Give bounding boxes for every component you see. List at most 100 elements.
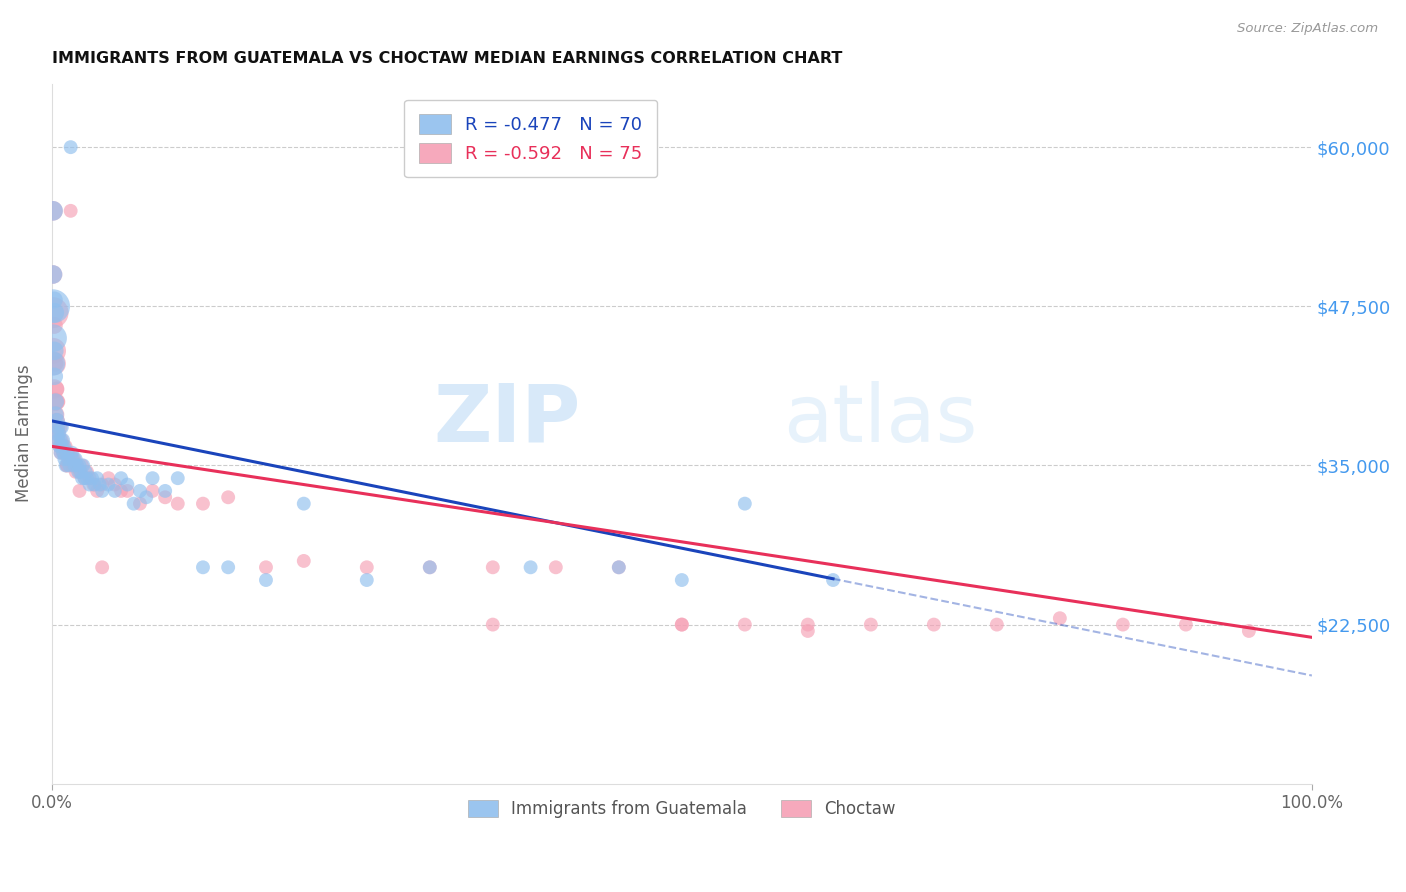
Point bbox=[46, 433, 69, 447]
Point bbox=[69, 458, 91, 473]
Point bbox=[91, 560, 114, 574]
Point bbox=[53, 452, 76, 467]
Point bbox=[83, 477, 105, 491]
Text: ZIP: ZIP bbox=[434, 381, 581, 458]
Point bbox=[46, 394, 69, 409]
Point bbox=[48, 439, 70, 453]
Point bbox=[62, 452, 84, 467]
Text: atlas: atlas bbox=[783, 381, 977, 458]
Point bbox=[91, 483, 114, 498]
Point bbox=[859, 617, 882, 632]
Point bbox=[153, 490, 176, 504]
Point bbox=[419, 560, 441, 574]
Point bbox=[80, 471, 103, 485]
Point bbox=[217, 560, 239, 574]
Point bbox=[45, 414, 67, 428]
Point bbox=[135, 490, 157, 504]
Point bbox=[129, 497, 152, 511]
Point bbox=[44, 408, 66, 422]
Point bbox=[42, 203, 65, 218]
Point bbox=[1112, 617, 1135, 632]
Point bbox=[66, 458, 89, 473]
Point bbox=[481, 617, 503, 632]
Point bbox=[70, 458, 93, 473]
Point bbox=[69, 483, 91, 498]
Point bbox=[481, 560, 503, 574]
Point bbox=[110, 471, 132, 485]
Point bbox=[671, 573, 693, 587]
Point bbox=[254, 560, 277, 574]
Point bbox=[51, 420, 73, 434]
Point bbox=[292, 497, 315, 511]
Point bbox=[73, 471, 96, 485]
Point bbox=[79, 477, 101, 491]
Point bbox=[62, 458, 84, 473]
Point bbox=[79, 471, 101, 485]
Point bbox=[166, 471, 188, 485]
Point bbox=[797, 617, 820, 632]
Point bbox=[254, 573, 277, 587]
Point bbox=[70, 471, 93, 485]
Point bbox=[153, 483, 176, 498]
Point bbox=[51, 439, 73, 453]
Point bbox=[52, 446, 75, 460]
Point bbox=[1174, 617, 1197, 632]
Point bbox=[142, 483, 165, 498]
Point bbox=[734, 497, 756, 511]
Point bbox=[42, 306, 65, 320]
Point bbox=[45, 426, 67, 441]
Point bbox=[42, 357, 65, 371]
Point bbox=[66, 458, 89, 473]
Point bbox=[519, 560, 541, 574]
Point bbox=[60, 452, 83, 467]
Point bbox=[797, 624, 820, 638]
Point bbox=[104, 477, 127, 491]
Point bbox=[117, 477, 139, 491]
Point bbox=[55, 439, 77, 453]
Point bbox=[122, 497, 145, 511]
Point bbox=[49, 446, 72, 460]
Point bbox=[49, 420, 72, 434]
Point bbox=[607, 560, 630, 574]
Point bbox=[46, 420, 69, 434]
Point bbox=[44, 293, 66, 307]
Point bbox=[44, 343, 66, 358]
Point bbox=[42, 268, 65, 282]
Text: IMMIGRANTS FROM GUATEMALA VS CHOCTAW MEDIAN EARNINGS CORRELATION CHART: IMMIGRANTS FROM GUATEMALA VS CHOCTAW MED… bbox=[52, 51, 842, 66]
Point bbox=[166, 497, 188, 511]
Y-axis label: Median Earnings: Median Earnings bbox=[15, 365, 32, 502]
Point bbox=[671, 617, 693, 632]
Point bbox=[922, 617, 945, 632]
Point bbox=[53, 439, 76, 453]
Point bbox=[607, 560, 630, 574]
Point bbox=[60, 458, 83, 473]
Point bbox=[356, 560, 378, 574]
Point bbox=[82, 477, 104, 491]
Point bbox=[44, 382, 66, 396]
Point bbox=[52, 433, 75, 447]
Point bbox=[58, 452, 80, 467]
Point bbox=[46, 433, 69, 447]
Point bbox=[59, 203, 82, 218]
Point bbox=[56, 458, 79, 473]
Point bbox=[65, 465, 87, 479]
Point bbox=[734, 617, 756, 632]
Point bbox=[58, 458, 80, 473]
Point bbox=[69, 465, 91, 479]
Point bbox=[44, 357, 66, 371]
Point bbox=[104, 483, 127, 498]
Legend: Immigrants from Guatemala, Choctaw: Immigrants from Guatemala, Choctaw bbox=[461, 793, 903, 824]
Point bbox=[42, 331, 65, 345]
Point bbox=[356, 573, 378, 587]
Point bbox=[42, 268, 65, 282]
Point bbox=[1049, 611, 1071, 625]
Point bbox=[69, 465, 91, 479]
Point bbox=[76, 471, 98, 485]
Point bbox=[86, 471, 108, 485]
Point bbox=[56, 452, 79, 467]
Point bbox=[49, 433, 72, 447]
Point bbox=[65, 452, 87, 467]
Point bbox=[75, 465, 97, 479]
Point bbox=[48, 439, 70, 453]
Point bbox=[45, 414, 67, 428]
